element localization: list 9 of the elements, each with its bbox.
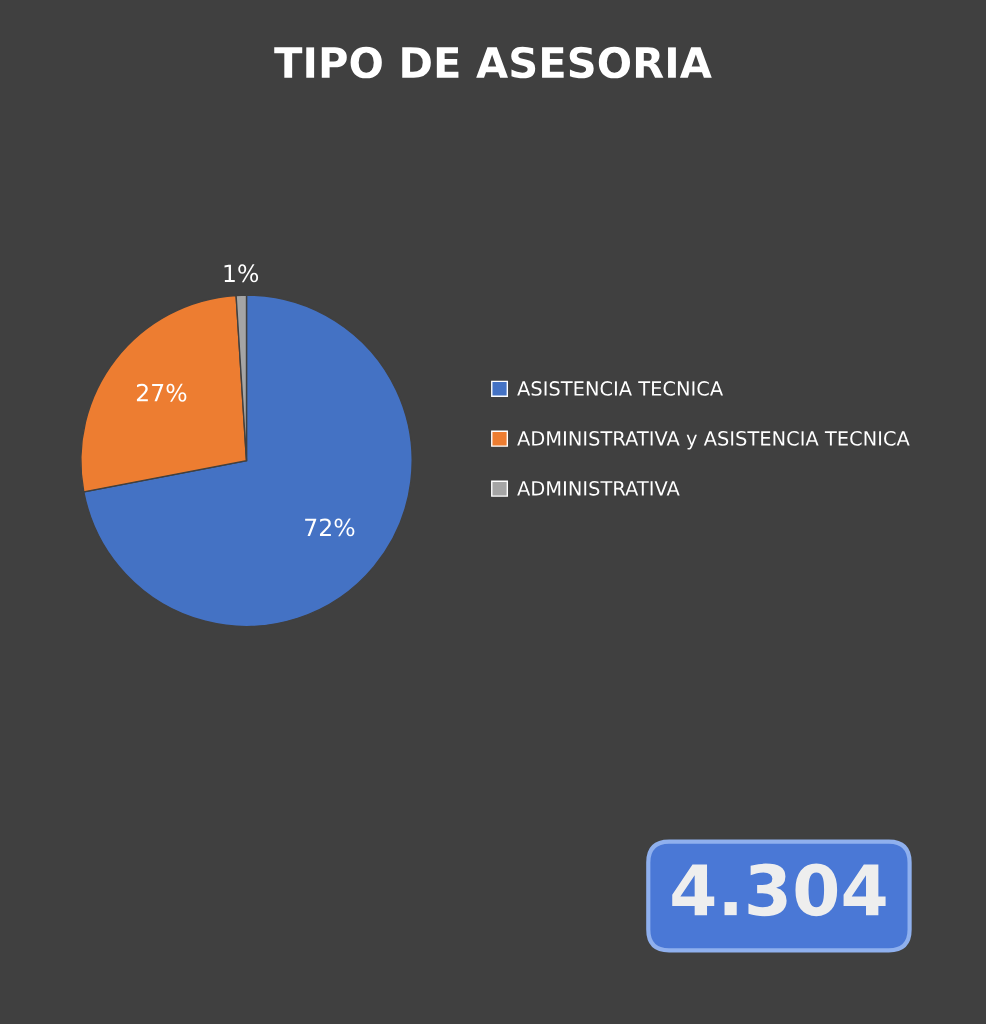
data-label: 27% [136,383,187,402]
pie-slice [83,294,413,628]
chart-title: TIPO DE ASESORIA [274,46,712,79]
legend-label: ADMINISTRATIVA [517,480,680,496]
text: 4.304 [672,863,886,917]
data-label: 72% [305,518,355,537]
data-label: 1% [224,264,259,283]
legend-label: ADMINISTRATIVA y ASISTENCIA TECNICA [517,431,910,450]
legend-label: ASISTENCIA TECNICA [517,381,723,396]
